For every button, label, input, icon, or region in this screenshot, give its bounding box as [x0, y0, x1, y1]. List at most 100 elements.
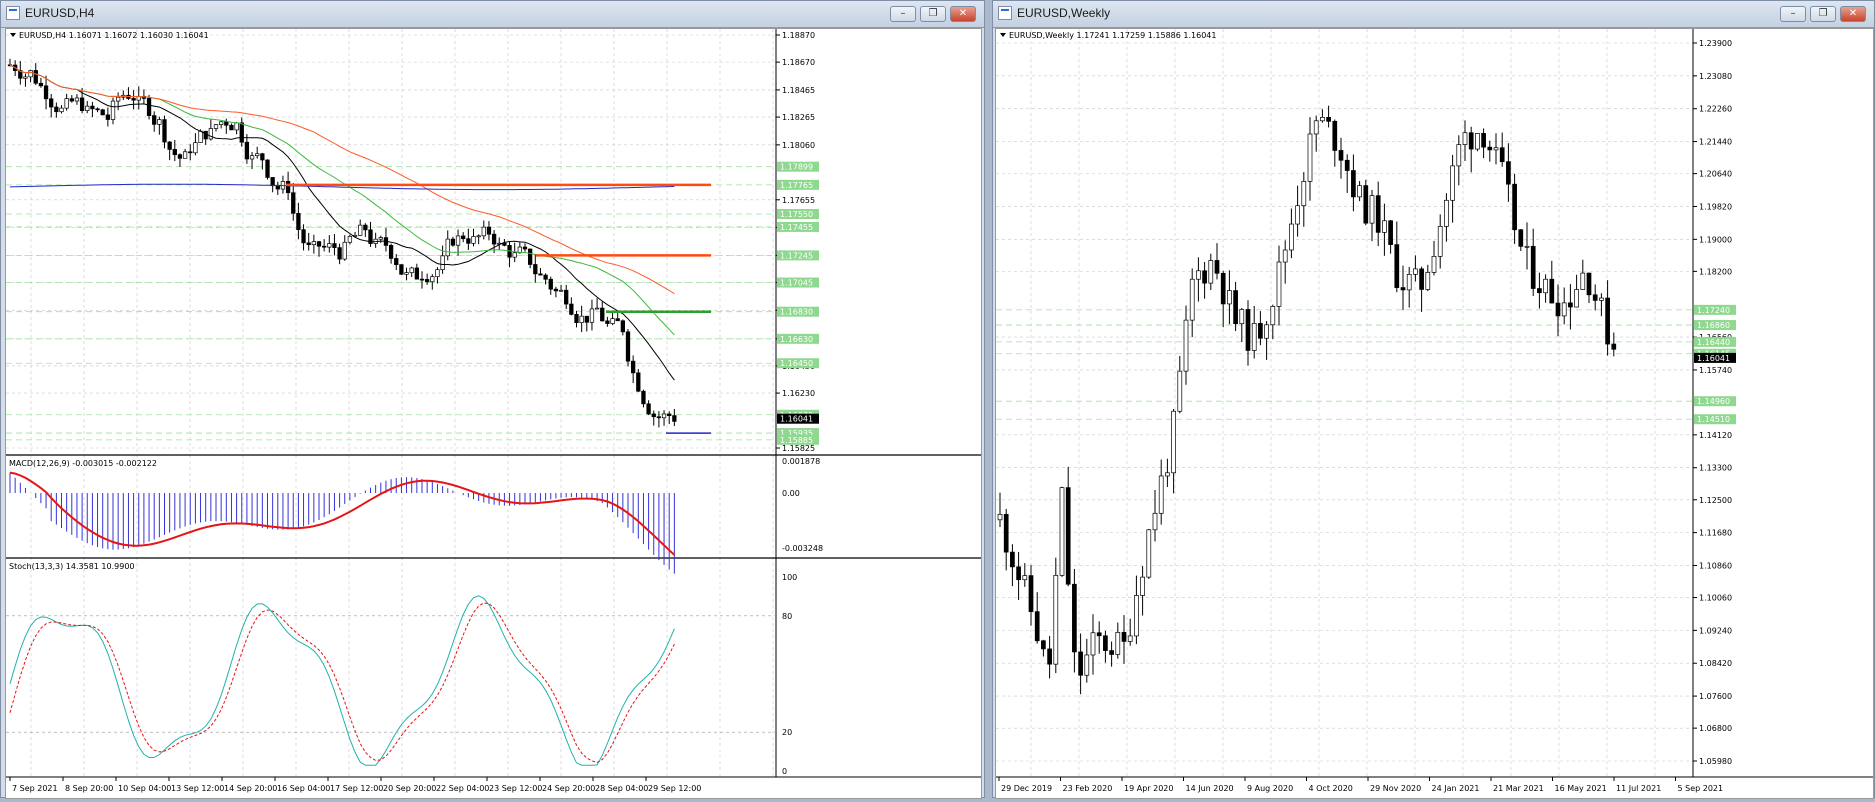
candle-body — [49, 98, 54, 108]
candle-body — [90, 105, 95, 110]
candle-body — [1382, 220, 1387, 233]
candle-body — [1010, 551, 1015, 568]
candle-body — [327, 243, 332, 248]
restore-button[interactable]: ❐ — [1810, 6, 1836, 22]
candle-body — [630, 360, 636, 374]
candle-body — [285, 181, 291, 194]
minimize-button[interactable]: – — [1780, 6, 1806, 22]
level-price-tag — [777, 358, 819, 369]
restore-button[interactable]: ❐ — [920, 6, 946, 22]
candle-body — [1251, 323, 1257, 351]
candle-body — [219, 121, 224, 125]
candle-body — [1146, 529, 1152, 578]
price-scale-label: 1.12500 — [1699, 496, 1732, 505]
level-price-tag-label: 1.17455 — [780, 223, 813, 232]
level-price-tag-label: 1.17045 — [780, 279, 813, 288]
stochastic-scale-label: 0 — [782, 767, 787, 776]
candle-body — [79, 97, 85, 111]
candle-body — [249, 155, 255, 160]
candle-body — [435, 269, 440, 278]
candle-body — [1468, 132, 1474, 150]
candle-body — [193, 142, 198, 154]
level-price-tag-label: 1.16041 — [780, 415, 813, 424]
candle-body — [363, 224, 368, 231]
price-scale-label: 1.05980 — [1699, 757, 1732, 766]
candle-body — [1078, 651, 1083, 676]
candle-body — [182, 151, 188, 159]
candle-body — [1326, 116, 1331, 122]
candle-body — [646, 403, 651, 415]
stochastic-label: Stoch(13,3,3) 14.3581 10.9900 — [9, 562, 135, 571]
price-scale-label: 1.10860 — [1699, 561, 1732, 570]
candle-body — [23, 76, 28, 79]
candle-body — [85, 105, 90, 111]
candle-body — [342, 241, 347, 260]
candle-body — [69, 98, 74, 102]
candle-body — [1586, 272, 1592, 296]
candle-body — [1034, 611, 1040, 642]
candle-body — [466, 238, 471, 244]
candle-body — [667, 413, 672, 416]
macd-label: MACD(12,26,9) -0.003015 -0.002122 — [9, 459, 157, 468]
candle-body — [388, 245, 394, 259]
level-price-tag — [777, 434, 819, 445]
weekly-chart-canvas[interactable]: 1.23900 1.23080 1.22260 1.21440 1.20640 1.198… — [996, 29, 1873, 798]
candle-body — [1220, 272, 1226, 305]
candle-body — [275, 185, 280, 190]
candle-body — [584, 315, 589, 323]
macd-scale-label: -0.003248 — [782, 544, 823, 553]
candle-body — [172, 149, 177, 156]
title-bar[interactable]: EURUSD,Weekly – ❐ ✕ — [993, 1, 1874, 28]
candle-body — [1158, 475, 1164, 514]
candle-body — [1072, 583, 1077, 653]
price-scale-label: 1.20640 — [1699, 170, 1732, 179]
level-price-tag-label: 1.16830 — [780, 308, 813, 317]
candle-body — [1518, 229, 1524, 247]
level-price-tag — [777, 428, 819, 439]
minimize-button[interactable]: – — [890, 6, 916, 22]
candle-body — [1450, 165, 1455, 201]
candle-body — [1233, 290, 1238, 325]
candle-body — [1103, 635, 1108, 651]
candle-body — [255, 153, 260, 157]
candle-body — [1065, 487, 1071, 585]
candle-body — [522, 246, 528, 250]
time-axis-label: 10 Sep 04:00 — [118, 784, 171, 793]
price-scale-label: 1.11680 — [1699, 529, 1732, 538]
candle-body — [198, 130, 203, 143]
candle-body — [558, 289, 564, 292]
candle-body — [1127, 635, 1133, 642]
close-button[interactable]: ✕ — [1840, 6, 1866, 22]
time-axis-label: 22 Sep 04:00 — [436, 784, 489, 793]
candle-body — [162, 119, 167, 143]
candle-body — [1413, 268, 1418, 275]
time-axis-label: 16 Sep 04:00 — [277, 784, 330, 793]
stochastic-main-line — [9, 595, 675, 766]
title-bar[interactable]: EURUSD,H4 – ❐ ✕ — [1, 1, 984, 28]
price-scale-label: 1.22260 — [1699, 105, 1732, 114]
chart-area[interactable]: 1.18870 1.18670 1.18465 1.18265 1.18060 1.176… — [5, 28, 982, 799]
level-price-tag — [777, 179, 819, 190]
price-scale-label: 1.07600 — [1699, 692, 1732, 701]
time-axis-label: 23 Feb 2020 — [1063, 784, 1113, 793]
candle-body — [234, 122, 239, 131]
candle-body — [440, 255, 445, 271]
candle-body — [1611, 343, 1617, 350]
h4-chart-canvas[interactable]: 1.18870 1.18670 1.18465 1.18265 1.18060 1.176… — [6, 29, 981, 798]
candle-body — [1307, 133, 1313, 182]
chart-area[interactable]: 1.23900 1.23080 1.22260 1.21440 1.20640 1.198… — [995, 28, 1874, 799]
price-scale-label: 1.14120 — [1699, 431, 1732, 440]
chart-window-eurusd-h4[interactable]: EURUSD,H4 – ❐ ✕ 1.18870 1.18670 1.18465 1.1… — [0, 0, 985, 799]
time-axis-label: 20 Sep 20:00 — [383, 784, 436, 793]
candle-body — [1189, 278, 1195, 321]
close-button[interactable]: ✕ — [950, 6, 976, 22]
candle-body — [1574, 289, 1579, 308]
chart-window-eurusd-weekly[interactable]: EURUSD,Weekly – ❐ ✕ 1.23900 1.23080 1.2226… — [992, 0, 1875, 799]
stochastic-scale-label: 20 — [782, 728, 792, 737]
candle-body — [1028, 575, 1034, 612]
level-price-tag — [1694, 396, 1736, 407]
candle-body — [1270, 306, 1276, 326]
candle-body — [471, 236, 476, 244]
candle-body — [291, 192, 296, 214]
candle-body — [110, 100, 116, 120]
